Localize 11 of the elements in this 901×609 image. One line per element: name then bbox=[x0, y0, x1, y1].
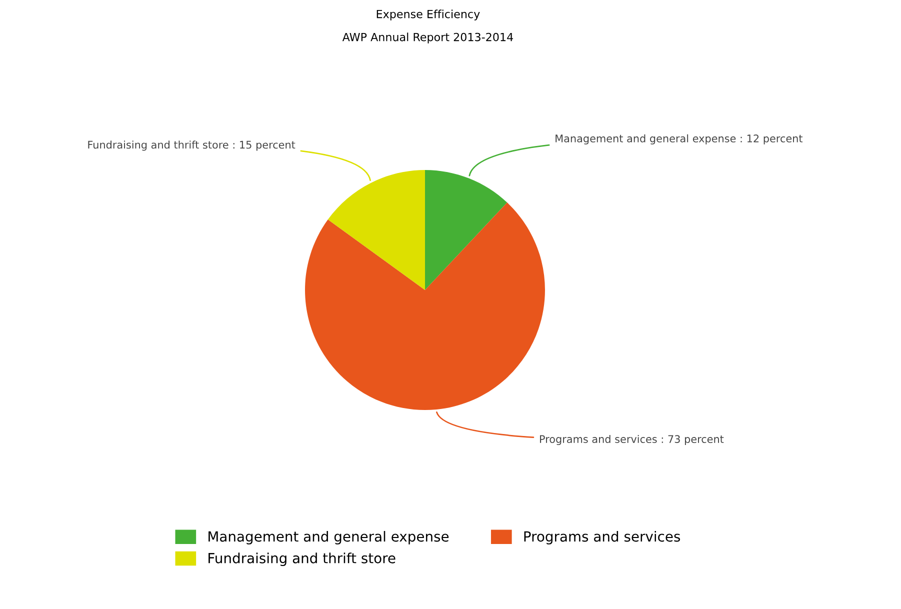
legend-label: Programs and services bbox=[524, 530, 680, 544]
pie-slice bbox=[305, 202, 545, 410]
legend-label: Fundraising and thrift store bbox=[208, 552, 396, 566]
data-label: Fundraising and thrift store : 15 percent bbox=[88, 140, 296, 151]
pie-slice bbox=[425, 170, 508, 290]
chart-subtitle: AWP Annual Report 2013-2014 bbox=[342, 32, 513, 44]
pie-slice bbox=[328, 170, 425, 290]
legend-label: Management and general expense bbox=[208, 530, 449, 544]
data-label: Programs and services : 73 percent bbox=[540, 434, 724, 446]
data-label: Management and general expense : 12 percent bbox=[556, 134, 803, 144]
chart-title: Expense Efficiency bbox=[376, 10, 480, 20]
